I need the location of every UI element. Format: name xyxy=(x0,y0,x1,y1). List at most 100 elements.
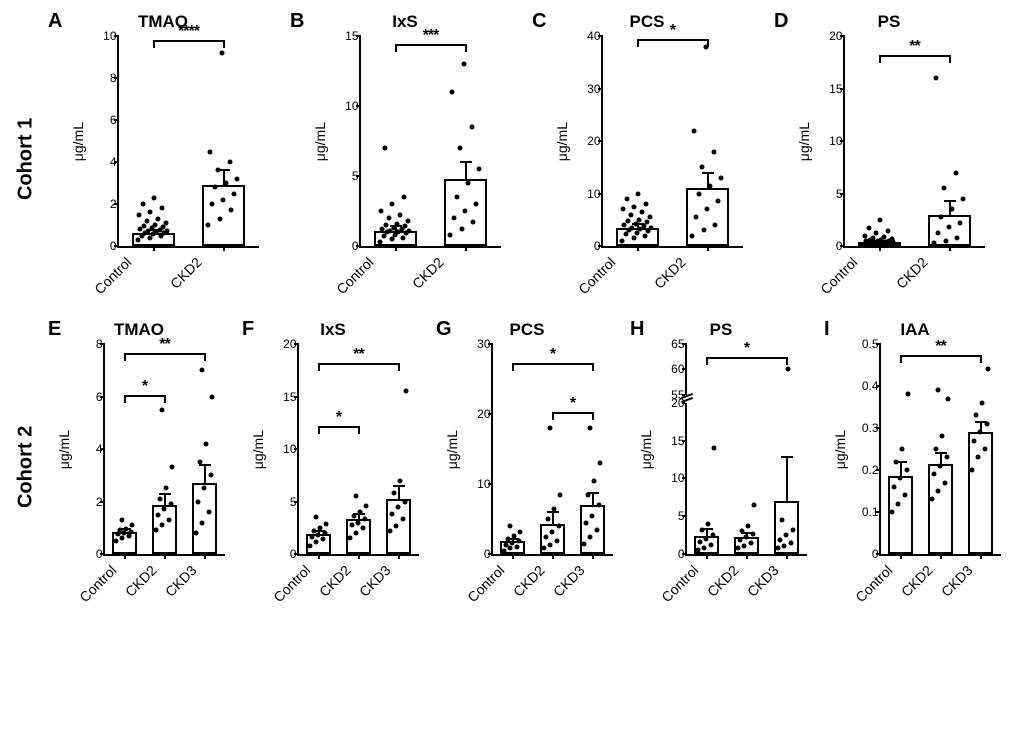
x-label: Control xyxy=(575,254,618,297)
y-tick-mark xyxy=(840,245,845,247)
y-tick-mark xyxy=(114,203,119,205)
data-point xyxy=(708,542,713,547)
y-ticks: 00.10.20.30.40.5 xyxy=(850,344,879,554)
data-point xyxy=(354,531,359,536)
data-point xyxy=(588,534,593,539)
data-point xyxy=(746,524,751,529)
panel-letter: F xyxy=(242,318,254,341)
axes: *** xyxy=(297,344,419,556)
data-point xyxy=(953,170,958,175)
data-point xyxy=(193,531,198,536)
data-point xyxy=(890,236,895,241)
panel-A: ATMAOμg/mL0246810****ControlCKD2 xyxy=(42,10,284,308)
data-point xyxy=(159,206,164,211)
data-point xyxy=(900,447,905,452)
data-point xyxy=(971,438,976,443)
y-tick-mark xyxy=(114,245,119,247)
y-tick-mark xyxy=(114,161,119,163)
significance-drop xyxy=(223,40,225,48)
significance-label: * xyxy=(744,340,749,358)
data-point xyxy=(697,539,702,544)
data-point xyxy=(217,216,222,221)
x-labels: ControlCKD2 xyxy=(84,248,224,308)
data-point xyxy=(782,543,787,548)
y-tick-mark xyxy=(876,427,881,429)
y-tick-mark xyxy=(876,469,881,471)
data-point xyxy=(692,128,697,133)
data-point xyxy=(162,507,167,512)
data-point xyxy=(159,407,164,412)
data-point xyxy=(973,413,978,418)
data-point xyxy=(454,195,459,200)
data-point xyxy=(543,534,548,539)
significance-drop xyxy=(552,412,554,420)
y-axis-label: μg/mL xyxy=(636,430,656,469)
data-point xyxy=(153,528,158,533)
data-point xyxy=(935,231,940,236)
data-point xyxy=(633,221,638,226)
data-point xyxy=(398,478,403,483)
data-point xyxy=(882,234,887,239)
data-point xyxy=(893,459,898,464)
panel-F: FIxSμg/mL05101520***ControlCKD2CKD3 xyxy=(236,318,430,616)
data-point xyxy=(514,545,519,550)
error-cap xyxy=(159,493,171,495)
data-point xyxy=(153,223,158,228)
data-point xyxy=(113,538,118,543)
data-point xyxy=(382,146,387,151)
data-point xyxy=(777,537,782,542)
panel-H: HPSμg/mL05101520556065*ControlCKD2CKD3 xyxy=(624,318,818,616)
data-point xyxy=(871,235,876,240)
panel-letter: E xyxy=(48,318,61,341)
significance-drop xyxy=(398,363,400,371)
panel-B: BIxSμg/mL051015***ControlCKD2 xyxy=(284,10,526,308)
data-point xyxy=(719,175,724,180)
data-point xyxy=(209,202,214,207)
significance-drop xyxy=(124,353,126,361)
error-bar xyxy=(706,529,708,536)
data-point xyxy=(942,480,947,485)
error-bar xyxy=(940,453,942,464)
y-ticks: 02468 xyxy=(74,344,103,554)
data-point xyxy=(364,503,369,508)
data-point xyxy=(199,368,204,373)
data-point xyxy=(206,510,211,515)
data-point xyxy=(592,478,597,483)
panel-title: PS xyxy=(878,12,901,32)
x-labels: ControlCKD2CKD3 xyxy=(666,556,786,616)
data-point xyxy=(204,441,209,446)
y-axis-label: μg/mL xyxy=(54,430,74,469)
data-point xyxy=(704,207,709,212)
data-point xyxy=(980,400,985,405)
data-point xyxy=(978,430,983,435)
axis-break-icon xyxy=(681,395,693,403)
data-point xyxy=(313,515,318,520)
data-point xyxy=(648,215,653,220)
data-point xyxy=(349,522,354,527)
significance-label: **** xyxy=(178,23,199,41)
data-point xyxy=(119,517,124,522)
data-point xyxy=(387,216,392,221)
significance-drop xyxy=(637,39,639,47)
data-point xyxy=(518,529,523,534)
x-label: Control xyxy=(852,562,895,605)
y-tick-mark xyxy=(840,35,845,37)
data-point xyxy=(624,196,629,201)
data-point xyxy=(117,528,122,533)
data-point xyxy=(547,426,552,431)
x-label: CKD2 xyxy=(893,254,931,292)
data-point xyxy=(320,537,325,542)
data-point xyxy=(554,539,559,544)
y-tick-mark xyxy=(840,193,845,195)
error-bar xyxy=(164,494,166,506)
error-cap xyxy=(393,485,405,487)
data-point xyxy=(166,517,171,522)
data-point xyxy=(324,521,329,526)
significance-drop xyxy=(318,426,320,434)
figure: Cohort 1 ATMAOμg/mL0246810****ControlCKD… xyxy=(10,10,1010,616)
error-cap xyxy=(944,200,956,202)
x-label: Control xyxy=(91,254,134,297)
data-point xyxy=(885,229,890,234)
data-point xyxy=(702,545,707,550)
data-point xyxy=(744,535,749,540)
